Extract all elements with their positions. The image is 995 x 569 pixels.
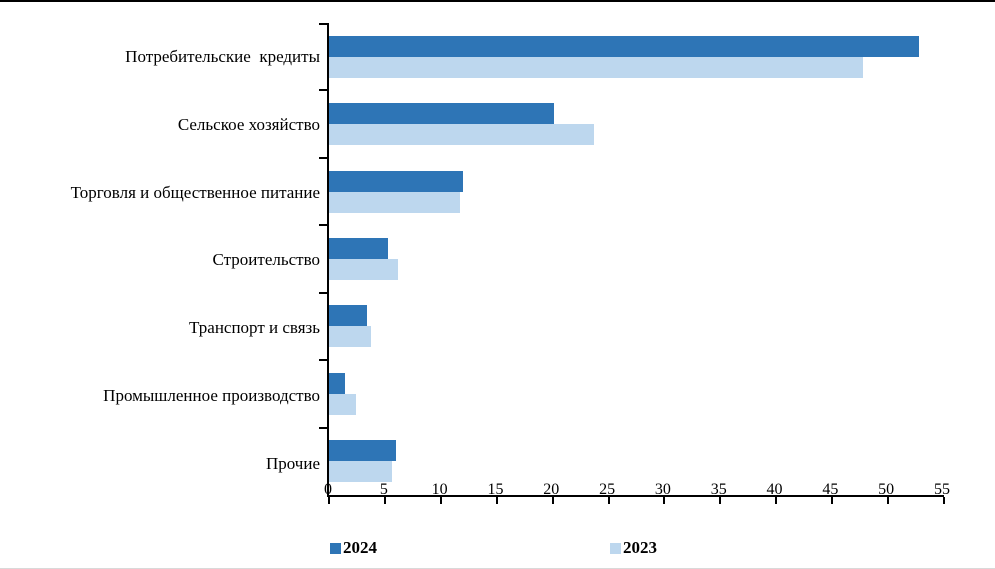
x-axis-tick bbox=[495, 497, 498, 504]
x-axis-tick-label: 35 bbox=[710, 481, 727, 498]
x-axis-tick-label: 20 bbox=[543, 481, 560, 498]
legend-label: 2023 bbox=[623, 538, 657, 557]
x-axis-tick bbox=[328, 497, 330, 504]
x-axis-tick bbox=[943, 497, 945, 504]
x-axis-tick-label: 25 bbox=[599, 481, 616, 498]
x-axis-tick-label: 45 bbox=[822, 481, 839, 498]
y-axis-tick bbox=[319, 23, 327, 25]
category-band bbox=[329, 90, 944, 157]
category-band bbox=[329, 158, 944, 225]
category-label: Торговля и общественное питание bbox=[70, 182, 320, 202]
x-axis-tick-label: 30 bbox=[654, 481, 671, 498]
category-axis-labels: Потребительские кредиты Сельское хозяйств… bbox=[35, 23, 320, 497]
bar-2024 bbox=[329, 440, 397, 462]
category-label: Транспорт и связь bbox=[189, 318, 320, 338]
x-axis-tick-label: 5 bbox=[379, 481, 388, 498]
y-axis-tick bbox=[319, 426, 327, 429]
category-band bbox=[329, 225, 944, 292]
bar-2024 bbox=[329, 35, 920, 57]
plot-area bbox=[319, 23, 945, 504]
x-axis-tick bbox=[383, 497, 386, 504]
category-label: Строительство bbox=[212, 250, 320, 270]
x-axis-tick bbox=[887, 497, 890, 504]
category-band bbox=[329, 360, 944, 427]
bar-2024 bbox=[329, 237, 389, 259]
x-axis-tick bbox=[775, 497, 778, 504]
y-axis-tick bbox=[319, 224, 327, 227]
bar-2023 bbox=[329, 393, 356, 415]
category-label: Потребительские кредиты bbox=[125, 47, 320, 67]
x-axis-tick-label: 0 bbox=[324, 481, 332, 498]
x-axis-tick-label: 50 bbox=[878, 481, 895, 498]
legend-item-2024: 2024 bbox=[330, 538, 377, 557]
x-axis-tick-label: 55 bbox=[934, 481, 950, 498]
legend-swatch-icon bbox=[330, 542, 341, 554]
bar-2024 bbox=[329, 305, 368, 327]
category-band bbox=[329, 23, 944, 90]
x-axis-tick-label: 40 bbox=[766, 481, 783, 498]
bar-2023 bbox=[329, 56, 864, 78]
bar-2023 bbox=[329, 124, 594, 146]
x-axis-tick bbox=[551, 497, 554, 504]
x-axis-tick-label: 10 bbox=[431, 481, 448, 498]
bar-2023 bbox=[329, 461, 392, 483]
y-axis-tick bbox=[319, 89, 327, 92]
y-axis-tick bbox=[319, 291, 327, 294]
y-axis-tick bbox=[319, 156, 327, 159]
x-axis-tick bbox=[663, 497, 666, 504]
bar-2023 bbox=[329, 258, 399, 280]
x-axis-tick bbox=[439, 497, 442, 504]
x-axis-tick-label: 15 bbox=[487, 481, 504, 498]
category-label: Прочие bbox=[265, 453, 320, 473]
y-axis-tick bbox=[319, 359, 327, 362]
top-border-rule bbox=[0, 0, 995, 2]
bar-2023 bbox=[329, 326, 372, 348]
bar-2024 bbox=[329, 170, 464, 192]
x-axis-tick bbox=[719, 497, 722, 504]
category-label: Сельское хозяйство bbox=[177, 115, 320, 135]
bar-2024 bbox=[329, 372, 345, 394]
category-band bbox=[329, 293, 944, 360]
legend-label: 2024 bbox=[343, 538, 377, 557]
x-axis-tick bbox=[607, 497, 610, 504]
legend-item-2023: 2023 bbox=[610, 538, 657, 557]
legend-swatch-icon bbox=[610, 542, 621, 554]
bar-2023 bbox=[329, 191, 460, 213]
category-label: Промышленное производство bbox=[103, 385, 320, 405]
x-axis-tick bbox=[831, 497, 834, 504]
category-band bbox=[329, 428, 944, 495]
bar-2024 bbox=[329, 103, 554, 125]
